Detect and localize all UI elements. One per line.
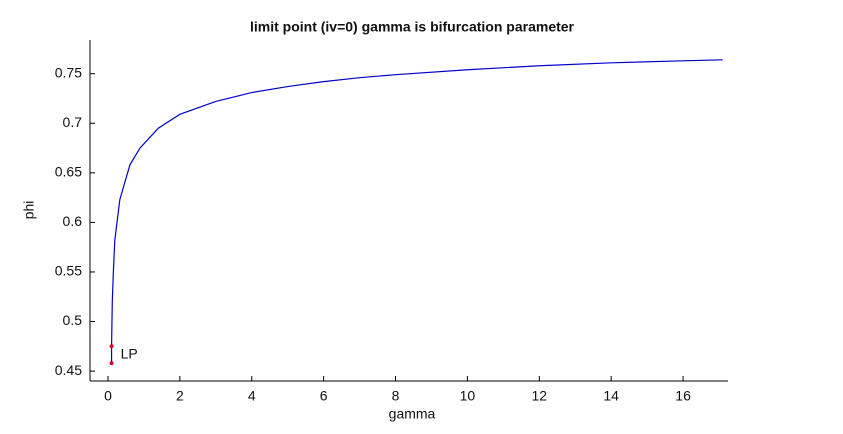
- x-tick-label: 12: [532, 388, 548, 404]
- y-tick-label: 0.75: [55, 64, 82, 80]
- line: [110, 59, 723, 364]
- x-tick-label: 10: [460, 388, 476, 404]
- marker-label: LP: [121, 345, 138, 361]
- y-tick-label: 0.6: [63, 213, 83, 229]
- y-tick-label: 0.5: [63, 312, 83, 328]
- x-tick-label: 2: [176, 388, 184, 404]
- y-tick-label: 0.45: [55, 362, 82, 378]
- x-tick-label: 8: [392, 388, 400, 404]
- x-axis-label: gamma: [389, 406, 436, 422]
- y-tick-label: 0.7: [63, 114, 83, 130]
- chart-title: limit point (iv=0) gamma is bifurcation …: [250, 19, 575, 35]
- y-axis-label: phi: [21, 201, 37, 220]
- x-tick-label: 0: [104, 388, 112, 404]
- y-tick-label: 0.65: [55, 164, 82, 180]
- marker: [109, 361, 114, 366]
- marker: [109, 344, 114, 349]
- x-tick-label: 4: [248, 388, 256, 404]
- x-tick-label: 6: [320, 388, 328, 404]
- x-tick-label: 14: [603, 388, 619, 404]
- y-tick-label: 0.55: [55, 263, 82, 279]
- x-tick-label: 16: [675, 388, 691, 404]
